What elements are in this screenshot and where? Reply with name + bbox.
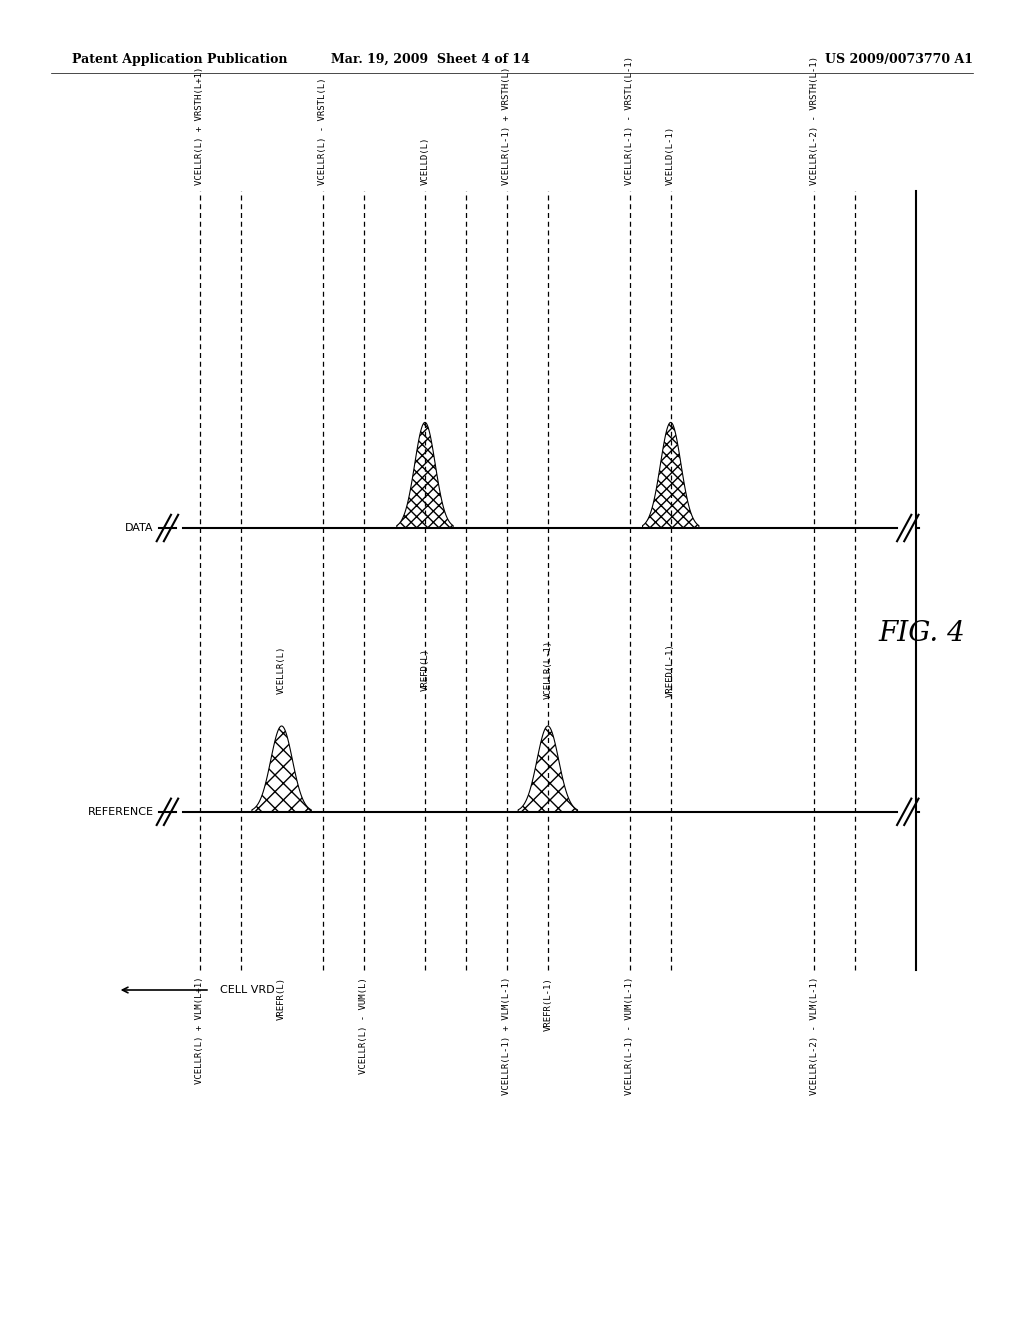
Text: VCELLD(L): VCELLD(L) — [421, 136, 429, 185]
Text: VCELLR(L): VCELLR(L) — [278, 645, 286, 694]
Text: FIG. 4: FIG. 4 — [879, 620, 965, 647]
Text: VCELLD(L-1): VCELLD(L-1) — [667, 125, 675, 185]
Text: VREFD(L): VREFD(L) — [421, 648, 429, 692]
Text: VREFR(L): VREFR(L) — [278, 977, 286, 1020]
Text: VCELLR(L-1) + VRSTH(L): VCELLR(L-1) + VRSTH(L) — [503, 66, 511, 185]
Text: DATA: DATA — [125, 523, 154, 533]
Text: VCELLR(L-2) - VLM(L-1): VCELLR(L-2) - VLM(L-1) — [810, 977, 818, 1096]
Text: REFERENCE: REFERENCE — [88, 807, 154, 817]
Text: VREFD(L-1): VREFD(L-1) — [667, 643, 675, 697]
Text: Mar. 19, 2009  Sheet 4 of 14: Mar. 19, 2009 Sheet 4 of 14 — [331, 53, 529, 66]
Text: VCELLR(L) + VRSTH(L+1): VCELLR(L) + VRSTH(L+1) — [196, 66, 204, 185]
Text: VCELLR(L-1) - VRSTL(L-1): VCELLR(L-1) - VRSTL(L-1) — [626, 55, 634, 185]
Text: VCELLR(L-1): VCELLR(L-1) — [544, 640, 552, 700]
Text: Patent Application Publication: Patent Application Publication — [72, 53, 287, 66]
Text: CELL VRD: CELL VRD — [220, 985, 274, 995]
Text: VREFR(L-1): VREFR(L-1) — [544, 977, 552, 1031]
Text: VCELLR(L-1) - VUM(L-1): VCELLR(L-1) - VUM(L-1) — [626, 977, 634, 1096]
Text: VCELLR(L) - VRSTL(L): VCELLR(L) - VRSTL(L) — [318, 78, 327, 185]
Text: VCELLR(L-1) + VLM(L-1): VCELLR(L-1) + VLM(L-1) — [503, 977, 511, 1096]
Text: VCELLR(L) + VLM(L+1): VCELLR(L) + VLM(L+1) — [196, 977, 204, 1084]
Text: VCELLR(L-2) - VRSTH(L-1): VCELLR(L-2) - VRSTH(L-1) — [810, 55, 818, 185]
Text: US 2009/0073770 A1: US 2009/0073770 A1 — [824, 53, 973, 66]
Text: VCELLR(L) - VUM(L): VCELLR(L) - VUM(L) — [359, 977, 368, 1073]
